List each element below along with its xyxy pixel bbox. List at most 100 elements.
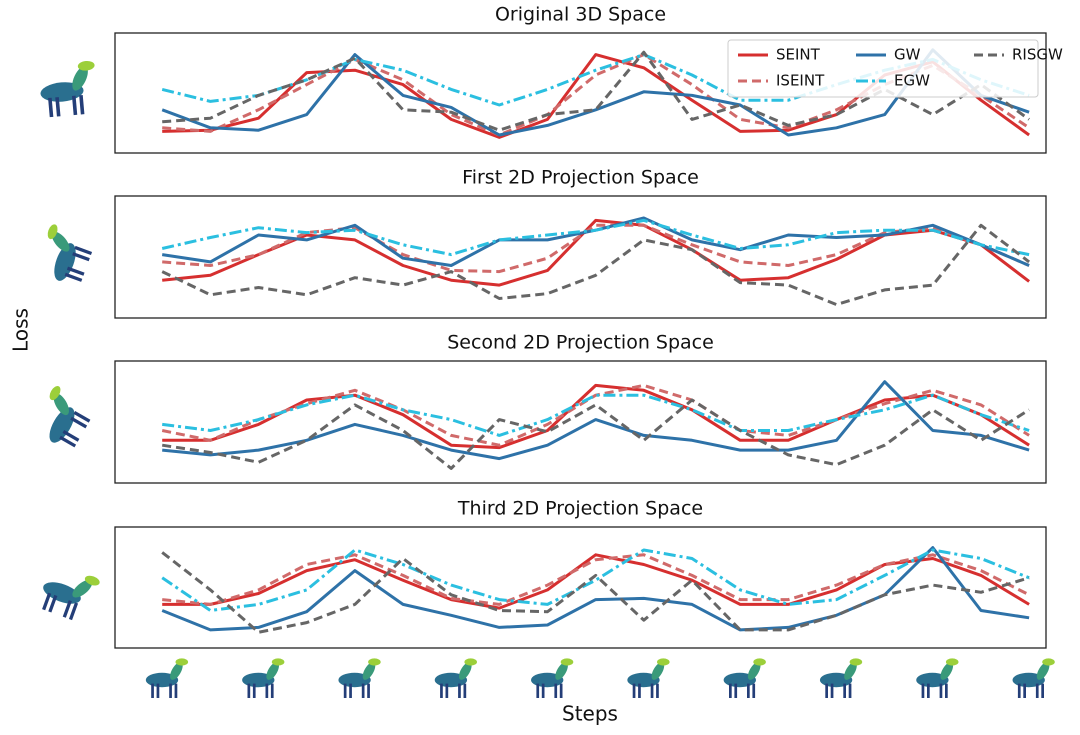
horse-body: [338, 672, 371, 688]
horse-icon: [434, 658, 477, 698]
horse-neck: [651, 662, 665, 680]
horse-leg: [843, 683, 846, 698]
horse-leg: [734, 683, 738, 698]
series-line: [161, 548, 1030, 612]
horse-head: [464, 658, 477, 666]
horse-icon: [1012, 658, 1055, 698]
series-line: [161, 551, 1030, 634]
horse-leg: [247, 683, 251, 698]
horse-leg: [62, 600, 72, 618]
horse-leg: [70, 416, 88, 429]
horse-leg: [458, 683, 461, 698]
horse-neck: [555, 662, 568, 680]
chart-title: Second 2D Projection Space: [447, 332, 714, 354]
horse-head: [945, 658, 959, 666]
horse-leg: [927, 683, 930, 698]
horse-head: [849, 658, 863, 666]
axes-frame: [114, 32, 1047, 154]
horse-leg: [55, 97, 61, 117]
horse-neck: [72, 66, 88, 91]
legend-label: SEINT: [776, 46, 821, 64]
horse-leg: [73, 411, 91, 423]
horse-icon: [627, 658, 670, 698]
horse-leg: [64, 272, 83, 282]
horse-head: [47, 224, 58, 240]
horse-body: [819, 672, 853, 688]
series-line: [161, 48, 1030, 137]
horse-leg: [650, 683, 654, 698]
horse-icon: [40, 60, 95, 118]
horse-leg: [174, 683, 178, 698]
horse-head: [1042, 658, 1055, 666]
horse-leg: [72, 252, 90, 262]
horse-neck: [362, 662, 376, 680]
horse-neck: [844, 662, 857, 680]
horse-neck: [458, 662, 472, 680]
horse-body: [434, 672, 468, 688]
horse-body: [49, 407, 75, 443]
horse-leg: [656, 683, 659, 698]
horse-leg: [156, 683, 160, 698]
legend-label: GW: [894, 46, 921, 64]
horse-leg: [638, 683, 641, 698]
series-line: [162, 223, 1030, 274]
chart-title: First 2D Projection Space: [462, 167, 699, 189]
horse-leg: [74, 245, 93, 256]
series-line: [161, 223, 1031, 307]
horse-leg: [79, 95, 85, 115]
horse-leg: [440, 683, 443, 698]
horse-body: [54, 243, 76, 281]
horse-leg: [825, 683, 828, 698]
horse-icon: [338, 658, 381, 698]
horse-head: [560, 658, 574, 666]
horse-body: [723, 672, 756, 688]
series-line: [161, 398, 1030, 470]
horse-icon: [916, 658, 959, 698]
horse-leg: [559, 683, 563, 698]
axes-frame: [114, 526, 1047, 649]
horse-leg: [632, 683, 636, 698]
horse-leg: [48, 594, 58, 613]
chart-title: Original 3D Space: [495, 4, 666, 26]
horse-leg: [343, 683, 347, 698]
horse-head: [84, 575, 100, 586]
horse-neck: [72, 579, 93, 598]
horse-body: [627, 672, 660, 688]
axes-frame: [114, 195, 1047, 319]
horse-leg: [252, 683, 256, 698]
horse-leg: [939, 683, 943, 698]
horse-leg: [747, 683, 750, 698]
horse-leg: [349, 683, 352, 698]
horse-icon: [145, 658, 189, 698]
horse-head: [753, 658, 766, 666]
horse-leg: [361, 683, 365, 698]
horse-leg: [541, 683, 545, 698]
horse-head: [271, 658, 285, 666]
legend-box: [727, 39, 1039, 98]
horse-leg: [270, 683, 274, 698]
horse-head: [49, 386, 61, 401]
horse-leg: [1041, 683, 1044, 698]
horse-leg: [169, 683, 172, 698]
horse-neck: [747, 662, 761, 680]
horse-leg: [1017, 683, 1021, 698]
horse-leg: [1023, 683, 1026, 698]
series-line: [162, 383, 1030, 450]
horse-leg: [1035, 683, 1039, 698]
legend-label: EGW: [894, 72, 930, 90]
horse-neck: [940, 662, 954, 680]
legend-label: RISGW: [1012, 46, 1063, 64]
horse-body: [1012, 672, 1045, 688]
horse-leg: [42, 592, 52, 611]
horse-head: [368, 658, 381, 666]
horse-leg: [536, 683, 540, 698]
horse-leg: [68, 602, 79, 621]
horse-head: [175, 658, 189, 666]
horse-icon: [42, 575, 100, 621]
horse-leg: [554, 683, 558, 698]
series-line: [162, 53, 1030, 137]
horse-body: [916, 672, 949, 688]
series-line: [161, 383, 1030, 447]
horse-leg: [48, 97, 54, 118]
